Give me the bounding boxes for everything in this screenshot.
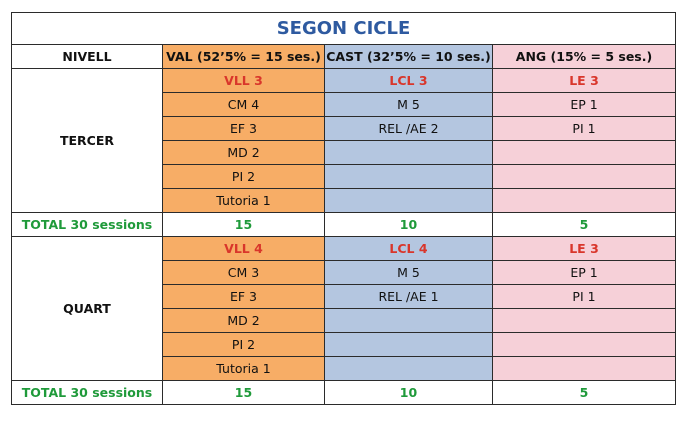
cast-cell	[324, 164, 493, 189]
total-val: 15	[162, 212, 325, 237]
table-row: MD 2	[12, 308, 676, 333]
header-cast: CAST (32’5% = 10 ses.)	[324, 44, 493, 69]
cast-cell: LCL 3	[324, 68, 493, 93]
cast-cell: REL /AE 2	[324, 116, 493, 141]
table-row: EF 3 REL /AE 2 PI 1	[12, 116, 676, 141]
val-cell: VLL 3	[162, 68, 325, 93]
ang-cell: EP 1	[492, 260, 676, 285]
ang-cell	[492, 188, 676, 213]
val-cell: EF 3	[162, 116, 325, 141]
cast-cell	[324, 140, 493, 165]
ang-cell	[492, 140, 676, 165]
table-row: PI 2	[12, 164, 676, 189]
total-row: TOTAL 30 sessions 15 10 5	[11, 212, 676, 237]
total-label: TOTAL 30 sessions	[11, 380, 163, 405]
table-row: EF 3 REL /AE 1 PI 1	[12, 284, 676, 309]
val-cell: VLL 4	[162, 236, 325, 261]
total-val: 15	[162, 380, 325, 405]
val-cell: CM 4	[162, 92, 325, 117]
cast-cell: M 5	[324, 260, 493, 285]
cast-cell	[324, 332, 493, 357]
total-ang: 5	[492, 212, 676, 237]
ang-cell	[492, 356, 676, 381]
ang-cell: EP 1	[492, 92, 676, 117]
total-row: TOTAL 30 sessions 15 10 5	[11, 380, 676, 405]
val-cell: PI 2	[162, 332, 325, 357]
header-nivell: NIVELL	[11, 44, 163, 69]
ang-cell	[492, 308, 676, 333]
ang-cell: LE 3	[492, 236, 676, 261]
schedule-table: SEGON CICLE NIVELL VAL (52’5% = 15 ses.)…	[11, 12, 676, 405]
table-row: MD 2	[12, 140, 676, 165]
table-row: TERCER VLL 3 LCL 3 LE 3	[11, 68, 676, 213]
total-label: TOTAL 30 sessions	[11, 212, 163, 237]
ang-cell: PI 1	[492, 116, 676, 141]
total-ang: 5	[492, 380, 676, 405]
ang-cell	[492, 164, 676, 189]
table-row: QUART VLL 4 LCL 4 LE 3	[11, 236, 676, 381]
val-cell: MD 2	[162, 140, 325, 165]
title-row: SEGON CICLE	[11, 12, 676, 45]
header-ang: ANG (15% = 5 ses.)	[492, 44, 676, 69]
table-row: Tutoria 1	[12, 188, 676, 213]
ang-cell: PI 1	[492, 284, 676, 309]
level-label-quart: QUART	[11, 236, 163, 381]
table-row: PI 2	[12, 332, 676, 357]
ang-cell	[492, 332, 676, 357]
ang-cell: LE 3	[492, 68, 676, 93]
header-row: NIVELL VAL (52’5% = 15 ses.) CAST (32’5%…	[11, 44, 676, 69]
val-cell: CM 3	[162, 260, 325, 285]
cast-cell	[324, 308, 493, 333]
val-cell: Tutoria 1	[162, 356, 325, 381]
table-title: SEGON CICLE	[11, 12, 676, 45]
cast-cell	[324, 356, 493, 381]
total-cast: 10	[324, 212, 493, 237]
cast-cell: REL /AE 1	[324, 284, 493, 309]
table-row: CM 4 M 5 EP 1	[12, 92, 676, 117]
val-cell: Tutoria 1	[162, 188, 325, 213]
table-row: Tutoria 1	[12, 356, 676, 381]
level-label-tercer: TERCER	[11, 68, 163, 213]
cast-cell	[324, 188, 493, 213]
val-cell: EF 3	[162, 284, 325, 309]
total-cast: 10	[324, 380, 493, 405]
header-val: VAL (52’5% = 15 ses.)	[162, 44, 325, 69]
cast-cell: LCL 4	[324, 236, 493, 261]
val-cell: MD 2	[162, 308, 325, 333]
val-cell: PI 2	[162, 164, 325, 189]
cast-cell: M 5	[324, 92, 493, 117]
